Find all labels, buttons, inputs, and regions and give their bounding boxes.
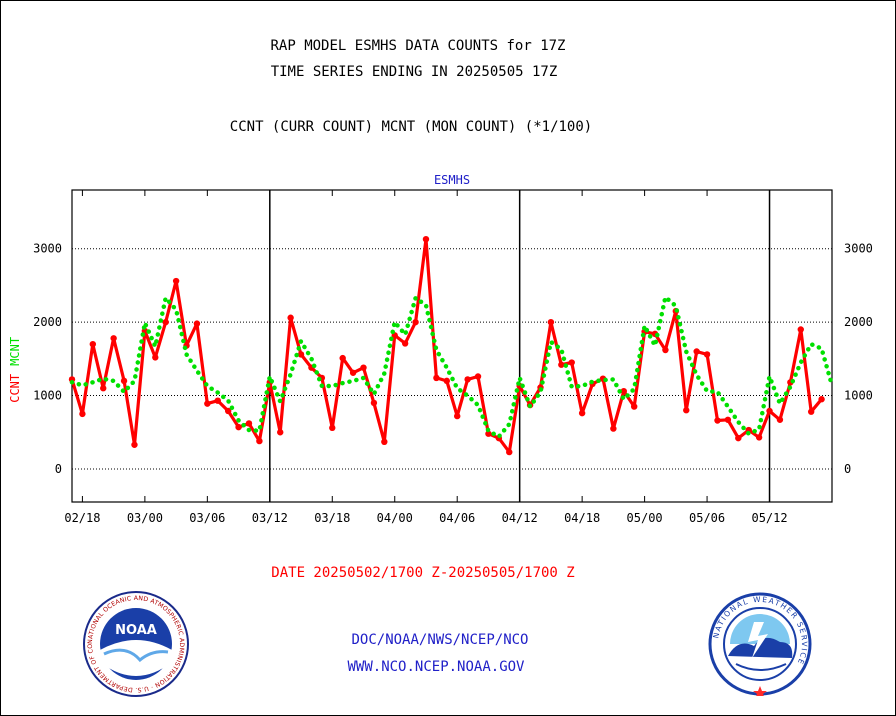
data-point-ccnt (724, 416, 732, 423)
axes-layer (71, 189, 833, 503)
data-point-ccnt (422, 235, 430, 243)
data-point-ccnt (485, 430, 492, 437)
date-range-label: DATE 20250502/1700 Z-20250505/1700 Z (271, 565, 575, 581)
data-point-ccnt (464, 376, 471, 383)
data-point-ccnt (79, 410, 86, 418)
data-point-ccnt (818, 396, 825, 403)
data-point-ccnt (131, 441, 138, 448)
series-line-mcnt (69, 294, 835, 439)
data-point-ccnt (474, 373, 482, 380)
data-point-ccnt (339, 354, 346, 362)
ytick-label-left: 3000 (33, 242, 62, 256)
noaa-logo-text: NOAA (115, 623, 157, 638)
footer-website: WWW.NCO.NCEP.NOAA.GOV (347, 659, 525, 675)
xtick-label: 03/06 (189, 511, 225, 525)
data-point-ccnt (610, 425, 617, 432)
data-point-ccnt (287, 314, 294, 321)
plot-frame (71, 189, 833, 503)
data-point-ccnt (277, 429, 284, 436)
data-point-ccnt (349, 369, 357, 376)
data-point-ccnt (110, 335, 117, 342)
data-point-ccnt (703, 351, 711, 358)
y-axis-label-mcnt: MCNT (8, 337, 22, 366)
series-layer (68, 235, 835, 456)
data-point-ccnt (620, 387, 627, 395)
data-point-ccnt (454, 412, 461, 420)
xtick-label: 04/06 (439, 511, 475, 525)
xtick-label: 02/18 (64, 511, 100, 525)
data-point-ccnt (329, 424, 336, 432)
data-point-ccnt (381, 438, 388, 446)
data-point-ccnt (766, 407, 773, 415)
xtick-label: 05/12 (751, 511, 787, 525)
data-point-ccnt (506, 448, 513, 456)
data-point-ccnt (235, 423, 242, 431)
data-point-ccnt (162, 318, 169, 326)
data-point-ccnt (714, 417, 721, 424)
xtick-label: 05/00 (627, 511, 663, 525)
xtick-label: 03/00 (127, 511, 163, 525)
xtick-label: 04/12 (502, 511, 538, 525)
data-point-ccnt (297, 351, 305, 358)
ytick-label-left: 0 (55, 462, 62, 476)
data-point-ccnt (214, 397, 221, 404)
label-layer: ESMHS 0 0 1000 1000 2000 2000 3000 3000 02/18 03/0… (8, 173, 873, 525)
chart-subtitle: CCNT (CURR COUNT) MCNT (MON COUNT) (*1/1… (229, 119, 593, 135)
data-point-ccnt (797, 326, 804, 333)
data-point-ccnt (370, 399, 378, 407)
data-point-ccnt (776, 416, 784, 423)
y-axis-label: CCNT MCNT (8, 337, 22, 403)
chart-title-line-1: RAP MODEL ESMHS DATA COUNTS for 17Z (270, 38, 566, 54)
data-point-ccnt (120, 377, 128, 385)
xtick-label: 04/18 (564, 511, 600, 525)
data-point-ccnt (693, 348, 700, 355)
data-point-ccnt (360, 364, 367, 371)
data-point-ccnt (89, 340, 97, 348)
data-point-ccnt (683, 407, 690, 414)
data-point-ccnt (662, 346, 669, 354)
data-point-ccnt (558, 361, 565, 368)
data-point-ccnt (568, 359, 575, 366)
data-point-ccnt (401, 340, 409, 347)
xtick-label: 03/12 (252, 511, 288, 525)
ytick-label-right: 0 (844, 462, 851, 476)
data-point-ccnt (256, 437, 263, 445)
y-axis-label-ccnt: CCNT (8, 374, 22, 403)
xtick-label: 04/00 (377, 511, 413, 525)
ytick-label-right: 2000 (844, 315, 873, 329)
data-point-ccnt (755, 434, 763, 441)
data-point-ccnt (630, 403, 638, 410)
data-point-ccnt (578, 409, 586, 417)
ytick-label-right: 1000 (844, 389, 873, 403)
panel-title: ESMHS (434, 173, 470, 187)
noaa-logo-icon: NATIONAL OCEANIC AND ATMOSPHERIC ADMINIS… (79, 585, 190, 702)
grid-layer (72, 248, 832, 470)
data-point-ccnt (433, 374, 440, 382)
data-point-ccnt (193, 320, 201, 327)
national-weather-service-logo-icon: NATIONAL WEATHER SERVICE (708, 592, 812, 700)
data-point-ccnt (245, 420, 253, 427)
ytick-label-right: 3000 (844, 242, 873, 256)
data-point-ccnt (172, 277, 180, 285)
data-point-ccnt (152, 354, 159, 361)
footer-agency-path: DOC/NOAA/NWS/NCEP/NCO (351, 632, 529, 648)
data-point-ccnt (547, 318, 555, 326)
xtick-label: 03/18 (314, 511, 350, 525)
data-point-ccnt (412, 318, 419, 326)
data-point-ccnt (735, 434, 742, 442)
xtick-label: 05/06 (689, 511, 725, 525)
ytick-label-left: 2000 (33, 315, 62, 329)
data-point-ccnt (204, 400, 211, 407)
data-point-ccnt (224, 407, 232, 415)
chart-title-line-2: TIME SERIES ENDING IN 20250505 17Z (270, 64, 558, 80)
ytick-label-left: 1000 (33, 389, 62, 403)
data-point-ccnt (443, 377, 450, 385)
data-point-ccnt (100, 385, 107, 392)
data-point-ccnt (807, 408, 815, 415)
